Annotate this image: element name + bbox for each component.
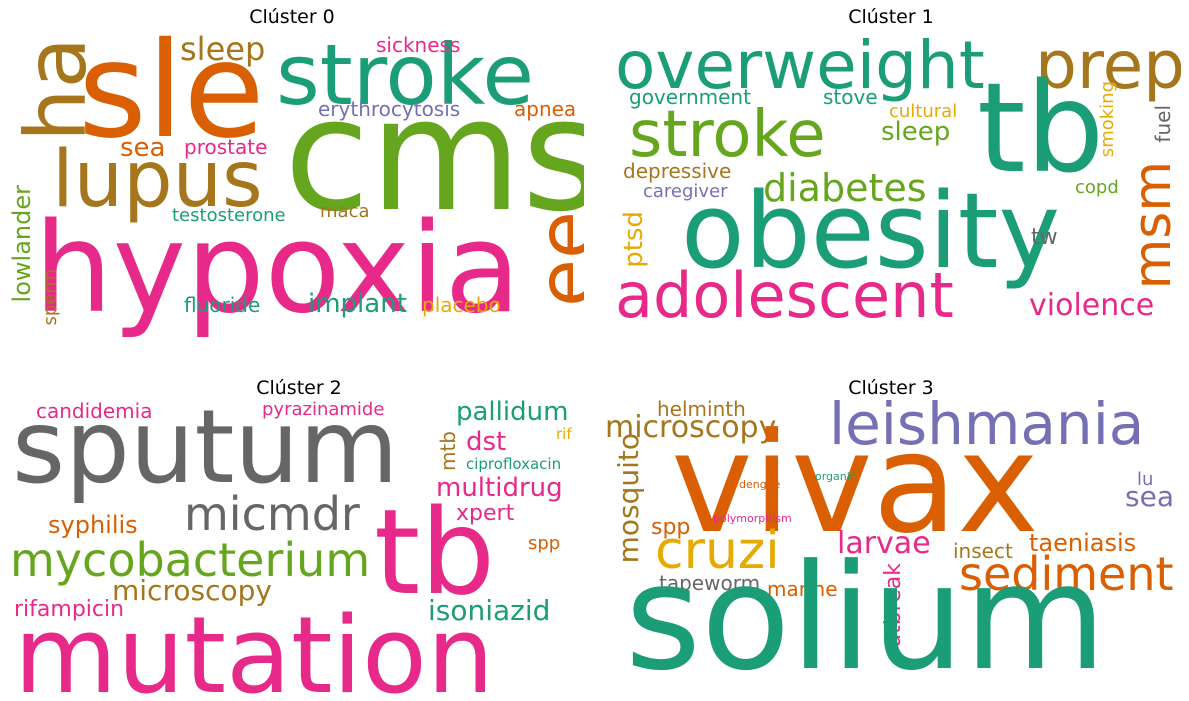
word-depressive: depressive [623, 159, 732, 183]
word-cloud-cluster-0: sle ha stroke sleep sickness cms erythro… [8, 33, 584, 343]
word-government: government [629, 85, 751, 109]
word-taeniasis: taeniasis [1029, 529, 1137, 557]
word-mtb: mtb [436, 431, 460, 472]
cluster-3-title: Clúster 3 [848, 377, 934, 399]
word-tw: tw [1031, 225, 1058, 250]
word-sea: sea [120, 133, 166, 163]
word-tb: tb [977, 57, 1105, 201]
word-spp: spp [528, 533, 561, 554]
word-copd: copd [1075, 177, 1119, 198]
word-mycobacterium: mycobacterium [10, 533, 371, 587]
word-isoniazid: isoniazid [428, 594, 551, 627]
word-sea: sea [1125, 480, 1174, 513]
word-msm: msm [1123, 161, 1181, 290]
cluster-0-title: Clúster 0 [249, 6, 335, 28]
word-insect: insect [953, 539, 1013, 563]
word-lupus: lupus [52, 135, 263, 225]
word-marine: marine [767, 577, 838, 601]
word-apnea: apnea [514, 97, 577, 121]
word-leishmania: leishmania [829, 395, 1145, 458]
word-maca: maca [320, 201, 370, 222]
cluster-1-title: Clúster 1 [848, 6, 934, 28]
word-sleep: sleep [180, 33, 266, 68]
word-rifampicin: rifampicin [14, 597, 125, 622]
word-placebo: placebo [422, 293, 501, 317]
word-microscopy: microscopy [112, 574, 272, 607]
word-diabetes: diabetes [763, 166, 927, 210]
word-mutation: mutation [14, 594, 495, 696]
word-cms: cms [284, 64, 584, 246]
word-sleep: sleep [881, 117, 951, 147]
word-cultural: cultural [889, 101, 958, 122]
word-candidemia: candidemia [36, 399, 153, 423]
word-dengue: dengue [739, 478, 781, 491]
word-larvae: larvae [837, 526, 931, 561]
word-ciprofloxacin: ciprofloxacin [466, 455, 562, 473]
word-adolescent: adolescent [615, 259, 954, 332]
word-sediment: sediment [959, 547, 1174, 601]
word-erythrocytosis: erythrocytosis [318, 97, 461, 121]
word-fluoride: fluoride [184, 293, 261, 317]
cluster-2-title: Clúster 2 [256, 377, 342, 399]
word-stove: stove [823, 85, 878, 109]
word-fuel: fuel [1151, 105, 1175, 143]
word-stroke: stroke [629, 98, 826, 172]
word-ha: ha [8, 37, 105, 142]
word-cruzi: cruzi [655, 521, 780, 581]
word-cloud-cluster-1: overweight prep government stove cultura… [605, 33, 1181, 343]
word-polymorphism: polymorphism [713, 512, 792, 525]
word-prostate: prostate [184, 135, 268, 159]
word-obesity: obesity [681, 170, 1061, 292]
word-hypoxia: hypoxia [34, 197, 521, 341]
word-spp: spp [651, 515, 691, 540]
word-cloud-cluster-2: candidemia pyrazinamide pallidum sputum … [8, 395, 584, 695]
word-cloud-cluster-3: helminth leishmania microscopy vivax mos… [605, 395, 1181, 695]
word-helminth: helminth [657, 397, 746, 421]
word-solium: solium [625, 533, 1107, 695]
word-stroke: stroke [276, 33, 535, 124]
word-sperm: sperm [40, 269, 61, 326]
word-micmdr: micmdr [184, 487, 360, 541]
word-sickness: sickness [376, 33, 461, 57]
word-xpert: xpert [456, 501, 515, 526]
word-ee: ee [522, 211, 584, 307]
word-pyrazinamide: pyrazinamide [262, 399, 385, 420]
word-organic: organic [815, 470, 856, 483]
word-rif: rif [556, 425, 572, 443]
word-violence: violence [1029, 288, 1155, 323]
word-sle: sle [78, 33, 265, 168]
word-lu: lu [1137, 469, 1154, 490]
word-vivax: vivax [671, 403, 1039, 564]
word-prep: prep [1035, 33, 1181, 104]
word-testosterone: testosterone [172, 205, 286, 226]
word-implant: implant [308, 289, 407, 319]
word-microscopy: microscopy [605, 410, 777, 445]
word-multidrug: multidrug [436, 473, 563, 503]
word-sputum: sputum [12, 395, 399, 507]
word-lowlander: lowlander [8, 185, 36, 303]
word-pallidum: pallidum [456, 397, 569, 427]
word-caregiver: caregiver [643, 181, 728, 202]
word-dst: dst [466, 427, 507, 457]
word-tapeworm: tapeworm [659, 571, 761, 595]
word-tb: tb [374, 483, 496, 621]
word-syphilis: syphilis [48, 511, 138, 539]
word-overweight: overweight [615, 33, 985, 104]
